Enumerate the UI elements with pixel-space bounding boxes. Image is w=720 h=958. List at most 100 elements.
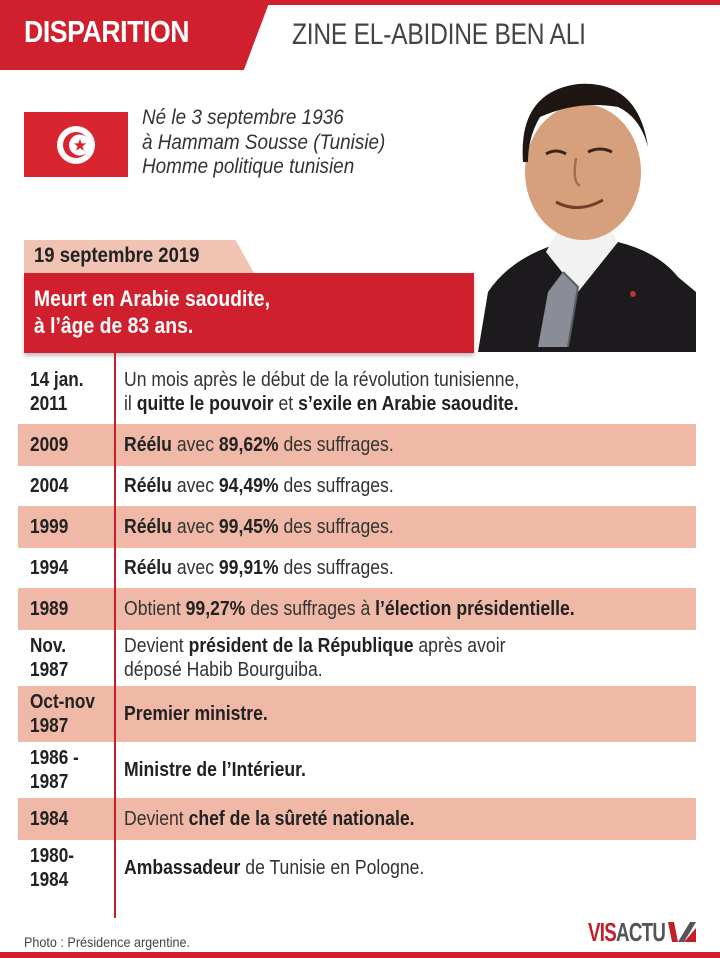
timeline-date: 1999: [18, 515, 114, 539]
plain-text: des suffrages à: [245, 598, 376, 620]
timeline-description: Réélu avec 99,91% des suffrages.: [114, 556, 696, 580]
death-info-line: à l’âge de 83 ans.: [34, 313, 194, 338]
plain-text: avec: [171, 475, 219, 497]
plain-text: des suffrages.: [278, 434, 394, 456]
bottom-accent-strip: [0, 952, 720, 958]
timeline-description: Un mois après le début de la révolution …: [114, 368, 696, 416]
logo-mark-icon: [668, 922, 696, 942]
timeline-description: Devient chef de la sûreté nationale.: [114, 807, 696, 831]
visactu-logo: VISACTU: [588, 916, 696, 947]
emphasis-text: s’exile en Arabie saoudite.: [298, 393, 519, 415]
plain-text: il: [124, 393, 137, 415]
emphasis-text: quitte le pouvoir: [136, 393, 274, 415]
plain-text: avec: [171, 434, 219, 456]
timeline-date-line: 1984: [30, 808, 69, 830]
timeline-date: 14 jan. 2011: [18, 368, 114, 416]
timeline-description-line: Réélu avec 99,91% des suffrages.: [124, 556, 627, 580]
portrait-photo: [468, 62, 696, 352]
timeline-date: 1989: [18, 597, 114, 621]
timeline-row: 1986 -1987 Ministre de l’Intérieur.: [18, 742, 696, 798]
timeline-description-line: Obtient 99,27% des suffrages à l’électio…: [124, 597, 627, 621]
timeline-date-line: 1987: [30, 715, 69, 737]
death-info-box: [24, 273, 474, 353]
plain-text: Devient: [124, 808, 189, 830]
bio-occupation: Homme politique tunisien: [142, 155, 355, 178]
timeline-row: 1994 Réélu avec 99,91% des suffrages.: [18, 548, 696, 588]
tunisia-flag-icon: [24, 112, 128, 177]
timeline-date-line: 1994: [30, 557, 69, 579]
photo-credit: Photo : Présidence argentine.: [24, 934, 191, 950]
timeline-description: Obtient 99,27% des suffrages à l’électio…: [114, 597, 696, 621]
timeline-date-line: 14 jan.: [30, 369, 84, 391]
timeline-date: 1994: [18, 556, 114, 580]
timeline-description-line: Un mois après le début de la révolution …: [124, 368, 627, 392]
timeline-date-line: Nov.: [30, 635, 66, 657]
timeline-date: 2009: [18, 433, 114, 457]
emphasis-text: Réélu: [124, 557, 172, 579]
timeline: 14 jan. 2011 Un mois après le début de la …: [18, 360, 696, 896]
emphasis-text: Réélu: [124, 516, 172, 538]
timeline-description-line: déposé Habib Bourguiba.: [124, 658, 627, 682]
emphasis-text: 99,27%: [185, 598, 246, 620]
emphasis-text: Réélu: [124, 475, 172, 497]
timeline-row: 2009 Réélu avec 89,62% des suffrages.: [18, 424, 696, 466]
timeline-description-line: Ministre de l’Intérieur.: [124, 758, 627, 782]
plain-text: après avoir: [413, 635, 506, 657]
plain-text: avec: [171, 516, 219, 538]
emphasis-text: Ambassadeur: [124, 857, 241, 879]
timeline-description: Réélu avec 89,62% des suffrages.: [114, 433, 696, 457]
timeline-row: 1984 Devient chef de la sûreté nationale.: [18, 798, 696, 840]
plain-text: des suffrages.: [278, 516, 394, 538]
timeline-description-line: Devient chef de la sûreté nationale.: [124, 807, 627, 831]
top-accent-strip: [0, 0, 720, 5]
emphasis-text: 99,91%: [218, 557, 279, 579]
bio-birth-place: à Hammam Sousse (Tunisie): [142, 130, 386, 154]
portrait-illustration-icon: [468, 62, 696, 352]
emphasis-text: 94,49%: [218, 475, 279, 497]
header-category-label: DISPARITION: [24, 14, 190, 49]
timeline-date-line: 1987: [30, 771, 69, 793]
timeline-description-line: Réélu avec 89,62% des suffrages.: [124, 433, 627, 457]
emphasis-text: Réélu: [124, 434, 172, 456]
page-title: ZINE EL-ABIDINE BEN ALI: [292, 18, 586, 51]
timeline-row: 2004 Réélu avec 94,49% des suffrages.: [18, 466, 696, 506]
crescent-star-icon: [57, 126, 95, 164]
timeline-description-line: Devient président de la République après…: [124, 634, 627, 658]
header-category-tab: [0, 0, 268, 70]
death-info-text: Meurt en Arabie saoudite, à l’âge de 83 …: [34, 285, 302, 339]
death-info-line: Meurt en Arabie saoudite,: [34, 286, 270, 311]
timeline-date-line: 1999: [30, 516, 69, 538]
timeline-description: Devient président de la République après…: [114, 634, 696, 682]
emphasis-text: 89,62%: [218, 434, 279, 456]
plain-text: Obtient: [124, 598, 186, 620]
timeline-date-line: 1989: [30, 598, 69, 620]
plain-text: avec: [171, 557, 219, 579]
emphasis-text: 99,45%: [218, 516, 279, 538]
emphasis-text: l’élection présidentielle.: [375, 598, 575, 620]
death-date-tab: [24, 240, 254, 273]
plain-text: de Tunisie en Pologne.: [240, 857, 425, 879]
timeline-row: 1989 Obtient 99,27% des suffrages à l’éle…: [18, 588, 696, 630]
logo-text: VISACTU: [588, 916, 666, 947]
timeline-date-line: Oct-nov: [30, 691, 95, 713]
plain-text: et: [273, 393, 299, 415]
plain-text: des suffrages.: [278, 557, 394, 579]
timeline-description-line: Réélu avec 94,49% des suffrages.: [124, 474, 627, 498]
timeline-date: 1984: [18, 807, 114, 831]
timeline-line: [114, 352, 116, 918]
timeline-description: Premier ministre.: [114, 702, 696, 726]
timeline-date-line: 1984: [30, 869, 69, 891]
timeline-date-line: 1987: [30, 659, 69, 681]
timeline-date-line: 2009: [30, 434, 69, 456]
timeline-date: Nov. 1987: [18, 634, 114, 682]
bio-block: Né le 3 septembre 1936 à Hammam Sousse (…: [142, 106, 412, 180]
timeline-date: Oct-nov 1987: [18, 690, 114, 738]
timeline-description: Ambassadeur de Tunisie en Pologne.: [114, 856, 696, 880]
bio-birth-date: Né le 3 septembre 1936: [142, 106, 344, 129]
timeline-row: 14 jan. 2011 Un mois après le début de la …: [18, 360, 696, 424]
plain-text: Devient: [124, 635, 189, 657]
timeline-date-line: 1986 -: [30, 747, 79, 769]
timeline-description-line: il quitte le pouvoir et s’exile en Arabi…: [124, 392, 627, 416]
timeline-row: Nov. 1987 Devient président de la Républiq…: [18, 630, 696, 686]
timeline-description: Réélu avec 94,49% des suffrages.: [114, 474, 696, 498]
